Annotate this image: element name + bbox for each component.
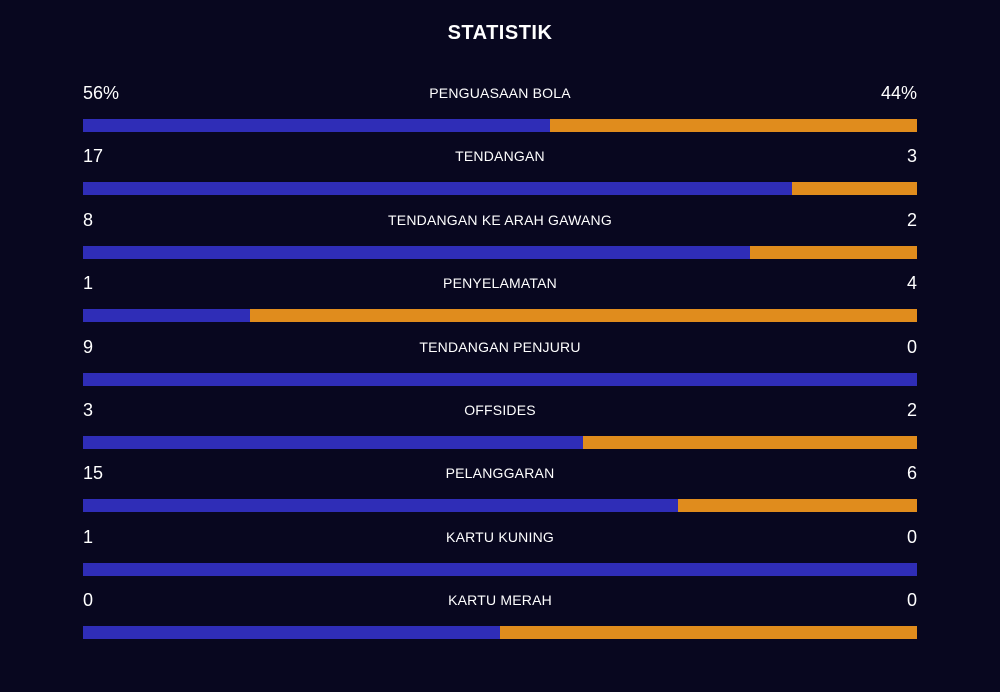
stat-row: PELANGGARAN 15 6 — [83, 459, 917, 522]
away-value: 4 — [906, 273, 917, 294]
home-value: 1 — [83, 526, 94, 547]
stat-header: KARTU MERAH 0 0 — [83, 586, 917, 614]
away-value: 2 — [906, 399, 917, 420]
stat-header: TENDANGAN PENJURU 9 0 — [83, 333, 917, 361]
stat-label: OFFSIDES — [464, 401, 536, 418]
home-bar-segment — [83, 182, 792, 196]
comparison-bar — [83, 435, 917, 449]
home-bar-segment — [83, 372, 917, 386]
away-bar-segment — [678, 499, 917, 513]
away-value: 6 — [906, 463, 917, 484]
stat-header: PENYELAMATAN 1 4 — [83, 269, 917, 297]
home-value: 56% — [83, 83, 120, 103]
comparison-bar — [83, 499, 917, 513]
home-bar-segment — [83, 309, 250, 323]
stats-list: PENGUASAAN BOLA 56% 44% TENDANGAN 17 3 TENDANG… — [83, 79, 917, 650]
comparison-bar — [83, 309, 917, 323]
stat-label: KARTU MERAH — [448, 592, 552, 609]
stat-header: TENDANGAN 17 3 — [83, 142, 917, 170]
stat-row: KARTU KUNING 1 0 — [83, 523, 917, 586]
comparison-bar — [83, 626, 917, 640]
stat-row: TENDANGAN 17 3 — [83, 142, 917, 205]
away-bar-segment — [500, 626, 917, 640]
home-bar-segment — [83, 626, 500, 640]
stat-header: PENGUASAAN BOLA 56% 44% — [83, 79, 917, 107]
stat-header: OFFSIDES 3 2 — [83, 396, 917, 424]
home-bar-segment — [83, 499, 679, 513]
away-bar-segment — [750, 245, 917, 259]
away-value: 44% — [880, 83, 917, 103]
away-bar-segment — [791, 182, 917, 196]
stat-row: OFFSIDES 3 2 — [83, 396, 917, 459]
stat-label: TENDANGAN — [455, 148, 545, 165]
stat-label: PENYELAMATAN — [443, 275, 557, 292]
comparison-bar — [83, 119, 917, 132]
stat-header: TENDANGAN KE ARAH GAWANG 8 2 — [83, 206, 917, 234]
comparison-bar — [83, 562, 917, 576]
stat-row: PENGUASAAN BOLA 56% 44% — [83, 79, 917, 142]
stat-row: TENDANGAN KE ARAH GAWANG 8 2 — [83, 206, 917, 269]
stat-label: PENGUASAAN BOLA — [429, 85, 571, 101]
away-value: 0 — [906, 526, 917, 547]
away-value: 2 — [906, 209, 917, 230]
stat-header: PELANGGARAN 15 6 — [83, 459, 917, 487]
page-title: STATISTIK — [447, 22, 553, 44]
home-value: 3 — [83, 399, 94, 420]
home-bar-segment — [83, 562, 917, 576]
home-value: 15 — [83, 463, 104, 484]
away-value: 0 — [906, 336, 917, 357]
stat-row: KARTU MERAH 0 0 — [83, 586, 917, 649]
home-bar-segment — [83, 245, 751, 259]
away-value: 3 — [906, 146, 917, 167]
stat-label: TENDANGAN KE ARAH GAWANG — [388, 211, 612, 228]
away-value: 0 — [906, 590, 917, 611]
away-bar-segment — [249, 309, 917, 323]
home-value: 8 — [83, 209, 94, 230]
stat-header: KARTU KUNING 1 0 — [83, 523, 917, 551]
home-bar-segment — [83, 435, 584, 449]
comparison-bar — [83, 245, 917, 259]
comparison-bar — [83, 372, 917, 386]
home-value: 17 — [83, 146, 104, 167]
away-bar-segment — [550, 119, 917, 132]
away-bar-segment — [583, 435, 917, 449]
stat-label: TENDANGAN PENJURU — [419, 338, 581, 355]
stat-label: PELANGGARAN — [445, 465, 555, 482]
stat-label: KARTU KUNING — [446, 528, 554, 545]
stat-row: PENYELAMATAN 1 4 — [83, 269, 917, 332]
home-value: 0 — [83, 590, 94, 611]
home-value: 1 — [83, 273, 94, 294]
home-bar-segment — [83, 119, 551, 132]
comparison-bar — [83, 182, 917, 196]
home-value: 9 — [83, 336, 94, 357]
stat-row: TENDANGAN PENJURU 9 0 — [83, 333, 917, 396]
